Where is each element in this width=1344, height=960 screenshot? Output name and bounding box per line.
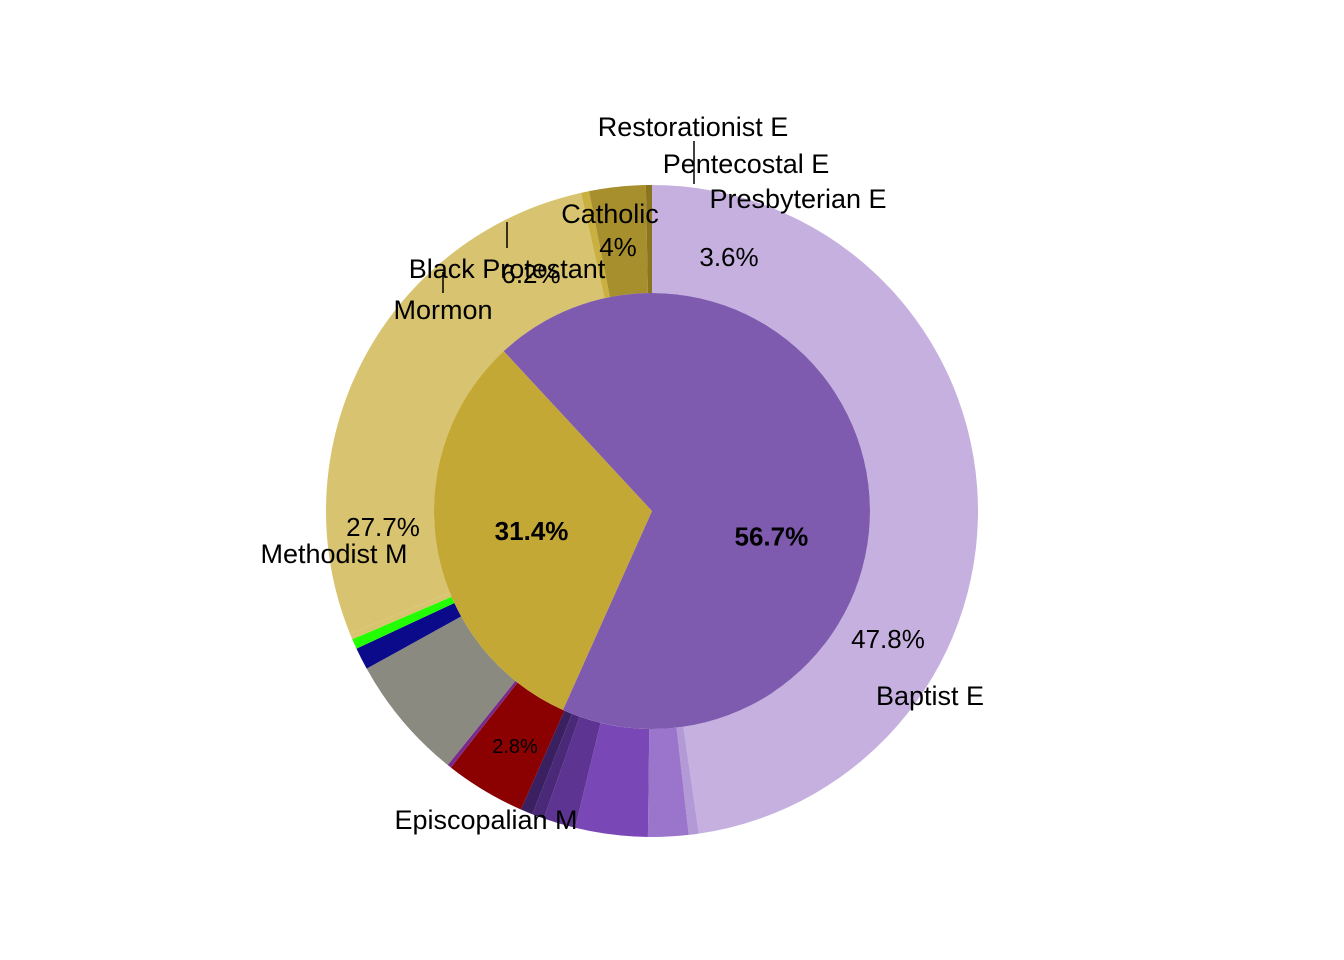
category-label-methodist-m: Methodist M [260,539,407,569]
outer-slice-8 [447,680,518,768]
category-label-mormon: Mormon [393,295,492,325]
category-label-catholic: Catholic [561,199,659,229]
inner-ring [434,293,871,730]
percent-labels: 56.7% 31.4% 47.8% 3.6% 4% 6.2% 27.7% 2.8% [346,232,925,758]
label-leader-lines [442,141,695,293]
outer-pct-label-0: 47.8% [851,624,925,654]
outer-slice-presbyterian-e [575,722,650,837]
inner-slice-0 [562,293,871,730]
outer-slice-14 [581,191,610,299]
category-labels: Baptist E Presbyterian E Pentecostal E Rest… [260,112,984,835]
inner-pct-label-1: 31.4% [495,516,569,546]
outer-slice-1 [676,726,699,835]
outer-pct-label-7: 4% [599,232,637,262]
outer-pct-label-13: 27.7% [346,512,420,542]
category-label-baptist-e: Baptist E [876,681,984,711]
inner-slice-2 [503,293,652,511]
inner-slice-1 [434,351,652,710]
outer-slice-5 [532,713,580,819]
category-label-pentecostal-e: Pentecostal E [663,149,830,179]
category-label-restorationist-e: Restorationist E [598,112,789,142]
outer-slice-episcopalian-m [589,185,648,298]
outer-slice-methodist-m [326,192,605,634]
outer-slice-restorationist-e [520,710,572,815]
outer-ring [326,185,978,837]
outer-slice-2 [647,727,689,837]
outer-slice-pentecostal-e [543,716,601,828]
category-label-black-protestant: Black Protestant [409,254,606,284]
outer-pct-label-15: 2.8% [492,736,538,758]
outer-pct-label-9: 6.2% [501,259,560,289]
category-label-presbyterian-e: Presbyterian E [709,184,886,214]
outer-slice-catholic [450,682,565,810]
outer-slice-baptist-e [652,185,978,834]
outer-slice-mormon [352,596,455,649]
outer-slice-16 [645,185,652,294]
category-label-episcopalian-m: Episcopalian M [394,805,577,835]
outer-slice-black-protestant [356,603,462,669]
outer-slice-9 [366,616,516,766]
outer-pct-label-3: 3.6% [699,242,758,272]
outer-slice-12 [349,593,452,640]
inner-pct-label-0: 56.7% [735,522,809,552]
